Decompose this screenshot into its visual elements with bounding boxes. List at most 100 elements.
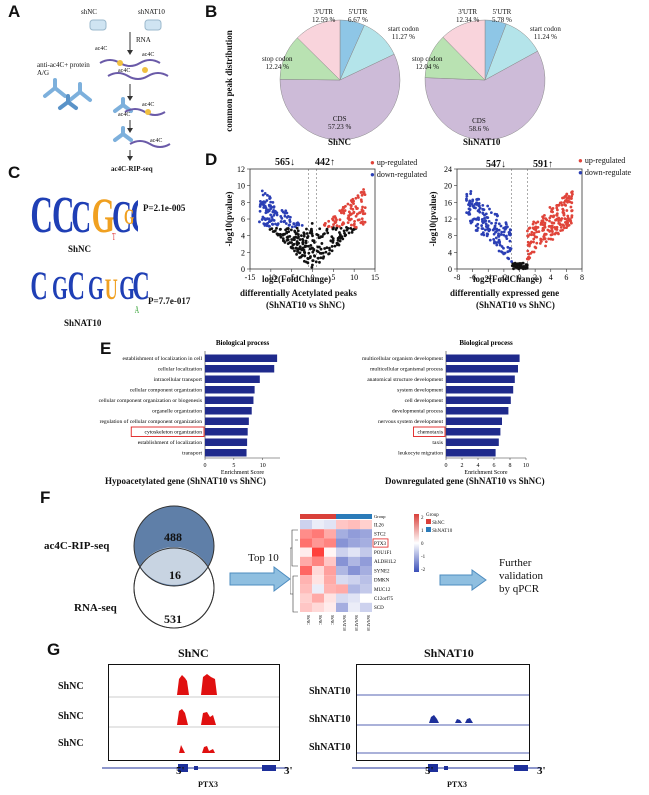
- volcano-point: [336, 238, 340, 242]
- volcano-point: [346, 221, 350, 225]
- volcano-point: [468, 208, 472, 211]
- volcano-point: [472, 217, 476, 221]
- volcano-xtick: 0: [518, 273, 522, 282]
- volcano-point: [305, 236, 309, 239]
- volcano-point: [566, 216, 570, 220]
- volcano-point: [259, 199, 262, 203]
- heatmap-cell: [324, 538, 336, 548]
- volcano-point: [471, 198, 475, 202]
- volcano-point: [481, 231, 485, 235]
- volcano-point: [516, 262, 520, 266]
- volcano-point: [360, 217, 364, 221]
- volcano-point: [269, 200, 273, 204]
- volcano-point: [482, 233, 486, 237]
- volcano-point: [483, 228, 487, 232]
- go-term-label: multicellular organismal process: [370, 367, 443, 373]
- volcano-point: [265, 199, 269, 202]
- volcano-point: [343, 234, 347, 238]
- heatmap-cell: [312, 584, 324, 594]
- volcano-point: [334, 228, 338, 231]
- volcano-point: [465, 192, 469, 196]
- volcano-point: [295, 252, 298, 256]
- volcano-point: [563, 203, 566, 207]
- g-r-track-1: ShNAT10: [309, 686, 351, 697]
- volcano-point: [476, 226, 480, 230]
- go-xtick: 0: [445, 463, 448, 469]
- g-r-five: 5': [425, 765, 434, 777]
- heatmap-gene-label: STC2: [374, 533, 386, 538]
- go-term-label: establishment of localization: [138, 439, 203, 446]
- volcano-point: [469, 192, 473, 196]
- heatmap-cell: [360, 602, 372, 612]
- go-xtick: 10: [260, 463, 266, 469]
- heatmap-highlight-box: [372, 538, 389, 548]
- volcano-point: [305, 227, 308, 231]
- volcano-xtick: 5: [331, 273, 335, 282]
- svg-text:C: C: [30, 187, 53, 244]
- volcano-point: [352, 210, 356, 214]
- heatmap-cell: [300, 584, 312, 594]
- go-bar: [446, 407, 509, 415]
- g-r-track-3: ShNAT10: [309, 742, 351, 753]
- b-l-start: start codon 11.27 %: [388, 25, 419, 41]
- volcano-point: [350, 230, 354, 234]
- go-term-label: anatomical structure development: [367, 377, 443, 383]
- heatmap-gene-label: SCD: [374, 606, 384, 611]
- volcano-point: [497, 249, 501, 253]
- volcano-point: [282, 232, 285, 236]
- volcano-point: [550, 233, 554, 236]
- svg-text:G: G: [88, 270, 104, 308]
- heatmap-cell: [324, 547, 336, 557]
- svg-text:G: G: [124, 205, 134, 229]
- volcano-point: [363, 220, 367, 224]
- volcano-point: [562, 226, 566, 230]
- svg-text:G: G: [52, 270, 68, 308]
- d-volcano-left: -15 -10 -5 0 5 10 15 0 2 4 6 8 10 12: [237, 165, 379, 282]
- d-l-xlabel: log2(FoldChange): [262, 274, 332, 284]
- volcano-point: [517, 266, 521, 270]
- go-bar: [205, 354, 278, 362]
- f-bottom-label: RNA-seq: [74, 602, 117, 614]
- go-term-label: establishment of localization in cell: [122, 355, 202, 362]
- volcano-point: [317, 245, 321, 249]
- a-shnat10-label: shNAT10: [138, 8, 165, 16]
- volcano-point: [490, 221, 493, 225]
- volcano-point: [269, 207, 273, 211]
- volcano-point: [323, 222, 327, 225]
- volcano-point: [493, 212, 497, 216]
- go-term-label: cell development: [405, 398, 444, 404]
- f-top-label: ac4C-RIP-seq: [44, 540, 110, 552]
- volcano-point: [338, 218, 342, 222]
- volcano-point: [276, 222, 280, 226]
- go-bar: [205, 438, 248, 446]
- heatmap-cells: ShNC ShNC ShNC ShNAT10 ShNAT10 ShNAT10 Group IL…: [300, 514, 396, 631]
- volcano-xtick: -5: [288, 273, 295, 282]
- go-xlabel: Enrichment Score: [221, 470, 264, 476]
- volcano-point: [269, 213, 273, 217]
- heatmap-sample-label: ShNC: [306, 615, 311, 625]
- volcano-point: [520, 261, 524, 265]
- volcano-point: [322, 255, 326, 259]
- volcano-point: [345, 228, 349, 232]
- go-bar: [446, 375, 515, 383]
- volcano-point: [312, 248, 316, 252]
- volcano-point: [267, 203, 271, 207]
- pie-slice-cds: [279, 53, 401, 141]
- g-l-gene: PTX3: [198, 780, 218, 789]
- volcano-point: [295, 226, 299, 230]
- heatmap-gene-label: SYNE2: [374, 569, 390, 574]
- volcano-point: [541, 223, 545, 227]
- go-xtick: 8: [509, 463, 512, 469]
- f-bottom-only: 531: [164, 612, 182, 626]
- heatmap-cell: [300, 538, 312, 548]
- volcano-point: [299, 247, 302, 251]
- heatmap-cell: [360, 529, 372, 539]
- d-r-xlabel: log2(FoldChange): [473, 274, 543, 284]
- volcano-point: [466, 211, 470, 215]
- volcano-point: [526, 229, 529, 233]
- volcano-point: [316, 256, 320, 260]
- volcano-point: [531, 222, 535, 226]
- volcano-point: [270, 215, 274, 219]
- volcano-point: [544, 217, 548, 221]
- b-pie-shnc: [279, 19, 401, 141]
